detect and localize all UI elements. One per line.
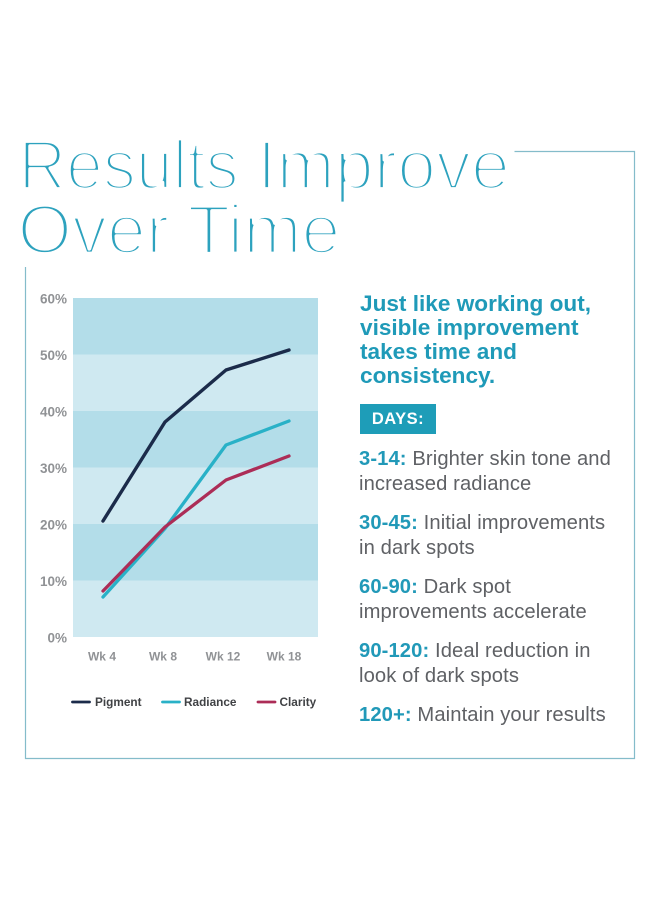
svg-text:20%: 20% [40, 518, 67, 533]
svg-text:60%: 60% [40, 292, 67, 307]
svg-text:Wk 18: Wk 18 [267, 650, 302, 664]
svg-text:Clarity: Clarity [280, 695, 317, 709]
svg-text:Results Improve: Results Improve [19, 126, 511, 204]
svg-text:Wk 4: Wk 4 [88, 650, 116, 664]
svg-text:10%: 10% [40, 574, 67, 589]
svg-text:Over Time: Over Time [18, 191, 341, 269]
svg-text:Pigment: Pigment [95, 695, 142, 709]
svg-text:40%: 40% [40, 405, 67, 420]
svg-text:50%: 50% [40, 348, 67, 363]
svg-text:0%: 0% [47, 631, 67, 646]
svg-text:30%: 30% [40, 461, 67, 476]
svg-text:Wk 12: Wk 12 [206, 650, 241, 664]
svg-text:Radiance: Radiance [184, 695, 237, 709]
svg-text:Wk 8: Wk 8 [149, 650, 177, 664]
